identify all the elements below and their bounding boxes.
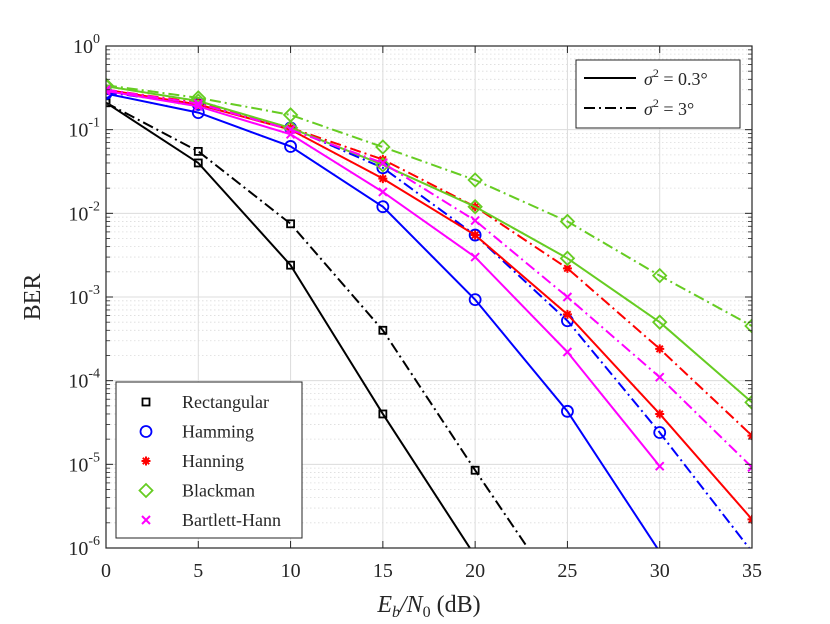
y-tick-label: 10-3 xyxy=(68,283,100,309)
x-marker xyxy=(106,85,111,95)
series-line xyxy=(106,92,659,548)
x-tick-label: 20 xyxy=(465,560,485,582)
circle-marker xyxy=(284,140,297,153)
diamond-marker xyxy=(375,157,391,173)
series-line xyxy=(106,84,752,327)
circle-marker xyxy=(139,425,153,438)
y-tick-label: 10-1 xyxy=(68,116,100,142)
diamond-marker xyxy=(651,267,668,284)
asterisk-marker xyxy=(655,409,665,419)
x-tick-label: 25 xyxy=(557,560,577,582)
y-tick-label: 100 xyxy=(73,32,100,58)
square-marker xyxy=(286,260,295,270)
asterisk-marker xyxy=(141,456,151,466)
legend-line-styles: σ2 = 0.3° σ2 = 3° xyxy=(575,59,741,129)
y-tick-labels: 10-6 10-5 10-4 10-3 10-2 10-1 100 xyxy=(68,32,100,560)
circle-marker xyxy=(653,426,667,439)
x-marker xyxy=(470,215,480,226)
legend-styles-box xyxy=(575,59,741,129)
square-marker xyxy=(470,465,480,475)
series-line xyxy=(106,85,752,404)
square-marker xyxy=(106,98,111,108)
diamond-marker xyxy=(559,250,576,267)
square-marker xyxy=(141,397,151,407)
diamond-marker xyxy=(744,318,752,334)
square-marker xyxy=(193,158,203,168)
x-tick-label: 30 xyxy=(650,560,670,582)
circle-marker xyxy=(561,404,574,418)
square-marker xyxy=(378,409,388,419)
legend-label: Hanning xyxy=(182,451,244,471)
y-tick-label: 10-6 xyxy=(68,534,100,560)
x-marker xyxy=(378,187,388,197)
y-axis-label: BER xyxy=(20,274,46,321)
ticks xyxy=(105,45,753,549)
series-blackman-dashdot xyxy=(106,77,752,334)
diamond-marker xyxy=(467,172,483,188)
circle-marker xyxy=(468,228,482,242)
asterisk-marker xyxy=(378,174,388,184)
series-line xyxy=(106,88,752,469)
x-tick-label: 10 xyxy=(281,560,301,582)
series-rectangular-dashdot xyxy=(106,98,530,548)
y-tick-label: 10-5 xyxy=(68,450,100,476)
asterisk-marker xyxy=(470,230,480,240)
series-layer xyxy=(106,77,752,548)
diamond-marker xyxy=(651,314,668,330)
diamond-marker xyxy=(375,139,391,155)
legend-label: Hamming xyxy=(182,422,254,442)
square-marker xyxy=(378,325,388,335)
x-tick-label: 35 xyxy=(742,560,762,582)
legend-label: Rectangular xyxy=(182,392,269,412)
series-line xyxy=(106,101,472,548)
y-tick-label: 10-4 xyxy=(68,367,100,393)
x-marker xyxy=(285,124,296,135)
x-marker xyxy=(655,461,665,471)
x-tick-label: 0 xyxy=(101,560,111,582)
asterisk-marker xyxy=(562,263,572,273)
asterisk-marker xyxy=(655,344,665,354)
diamond-marker xyxy=(106,77,114,93)
x-marker xyxy=(655,372,665,382)
diamond-marker xyxy=(138,482,154,499)
square-marker xyxy=(286,219,295,229)
legend-style-label: σ2 = 3° xyxy=(644,96,694,119)
x-marker xyxy=(193,98,203,109)
x-marker xyxy=(378,158,388,168)
diamond-marker xyxy=(467,198,483,215)
circle-marker xyxy=(468,293,482,307)
diamond-marker xyxy=(744,394,752,411)
legend-windows: Rectangular Hamming Hanning Blackman Bartlet… xyxy=(115,381,303,539)
legend-style-label: σ2 = 0.3° xyxy=(644,66,708,89)
x-marker xyxy=(562,347,573,357)
series-line xyxy=(106,101,530,548)
circle-marker xyxy=(376,200,390,214)
x-marker xyxy=(470,252,480,262)
diamond-marker xyxy=(282,107,299,123)
legend-label: Bartlett-Hann xyxy=(182,510,281,530)
series-bartlett-hann-dashdot xyxy=(106,85,752,473)
x-marker xyxy=(562,292,573,302)
square-marker xyxy=(193,146,203,156)
y-tick-label: 10-2 xyxy=(68,199,100,225)
legend-label: Blackman xyxy=(182,481,255,501)
x-tick-label: 15 xyxy=(373,560,393,582)
x-marker xyxy=(141,515,151,525)
diamond-marker xyxy=(559,213,576,230)
x-axis-label: Eb/N0 (dB) xyxy=(376,592,480,621)
x-tick-labels: 0 5 10 15 20 25 30 35 xyxy=(101,560,762,582)
asterisk-marker xyxy=(562,309,572,319)
x-tick-label: 5 xyxy=(193,560,203,582)
